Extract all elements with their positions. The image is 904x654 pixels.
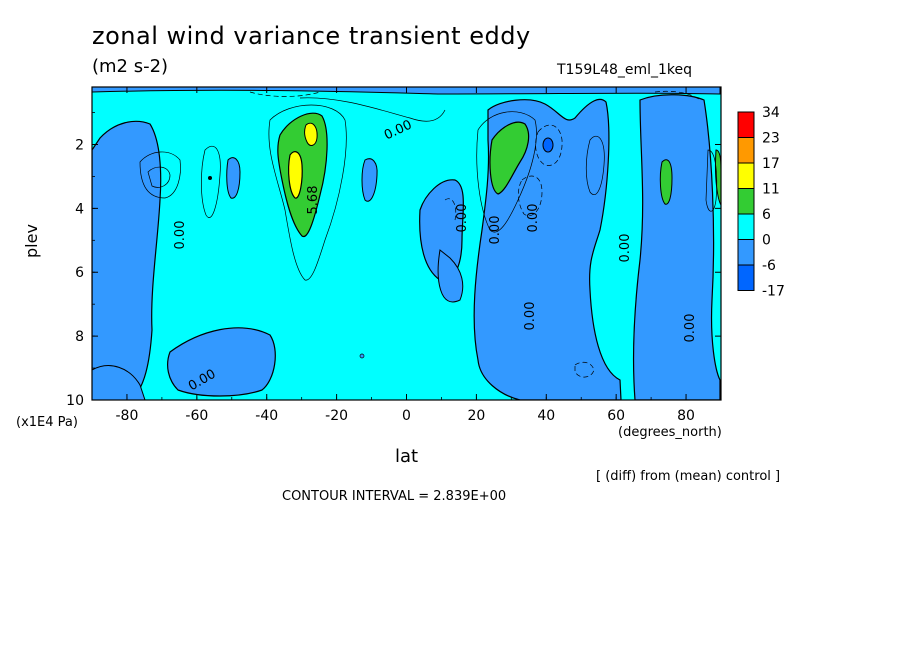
colorbar-cell bbox=[737, 111, 755, 138]
colorbar-label: -6 bbox=[762, 258, 776, 274]
negative-region-sh-polar bbox=[92, 120, 162, 400]
x-axis-label: lat bbox=[395, 446, 419, 467]
colorbar-label: 6 bbox=[762, 207, 771, 223]
y-axis-units: (x1E4 Pa) bbox=[16, 415, 78, 430]
x-axis: -80 -60 -40 -20 0 20 40 60 80 bbox=[91, 87, 722, 424]
y-tick-label: 8 bbox=[75, 329, 84, 345]
x-tick-label: 80 bbox=[677, 408, 695, 424]
thin-contours bbox=[139, 97, 718, 281]
x-tick-label: -60 bbox=[185, 408, 208, 424]
contour-interval: CONTOUR INTERVAL = 2.839E+00 bbox=[282, 489, 507, 504]
positive-core-yellow bbox=[288, 151, 303, 199]
x-tick-label: 60 bbox=[607, 408, 625, 424]
y-tick-label: 4 bbox=[75, 201, 84, 217]
x-tick-label: -40 bbox=[255, 408, 278, 424]
colorbar-label: 0 bbox=[762, 233, 771, 249]
colorbar-label: 23 bbox=[762, 131, 780, 147]
y-tick-label: 2 bbox=[75, 137, 84, 153]
colorbar-cell bbox=[737, 162, 755, 189]
colorbar: 34 23 17 11 6 0 -6 -17 bbox=[737, 105, 785, 300]
contour-dot bbox=[359, 353, 365, 359]
negative-region-nh-polar bbox=[633, 94, 721, 400]
positive-core-yellow-upper bbox=[304, 122, 318, 146]
chart-units: (m2 s-2) bbox=[92, 56, 169, 77]
strong-negative-core bbox=[542, 137, 554, 153]
x-tick-label: -20 bbox=[325, 408, 348, 424]
negative-region-nh-tropics-lower bbox=[437, 249, 464, 303]
contour-label: 0.00 bbox=[488, 216, 503, 245]
chart-title: zonal wind variance transient eddy bbox=[92, 22, 531, 50]
negative-region-sh-mid bbox=[226, 157, 241, 199]
negative-region-sh-surface bbox=[167, 327, 276, 397]
contour-label: 0.00 bbox=[683, 314, 698, 343]
x-tick-label: 0 bbox=[402, 408, 411, 424]
diff-note: [ (diff) from (mean) control ] bbox=[596, 469, 781, 484]
contour-label: 0.00 bbox=[173, 221, 188, 250]
colorbar-cell bbox=[737, 137, 755, 164]
y-tick-label: 6 bbox=[75, 265, 84, 281]
positive-region-nh-jet bbox=[489, 121, 530, 195]
colorbar-label: 11 bbox=[762, 182, 780, 198]
negative-region-nh-tropics bbox=[419, 179, 464, 282]
colorbar-label: -17 bbox=[762, 284, 785, 300]
contour-dot bbox=[208, 176, 212, 180]
contour-label: 0.00 bbox=[455, 204, 470, 233]
contour-label: 5.68 bbox=[306, 186, 321, 215]
x-tick-label: -80 bbox=[116, 408, 139, 424]
negative-region-subtropics bbox=[361, 158, 378, 202]
colorbar-cell bbox=[737, 213, 755, 240]
positive-region-nh-polar bbox=[659, 159, 673, 205]
positive-region-edge bbox=[715, 149, 721, 206]
negative-region-sh-corner bbox=[92, 365, 146, 400]
colorbar-cell bbox=[737, 188, 755, 215]
y-axis: 2 4 6 8 10 bbox=[66, 112, 721, 409]
contour-label: 0.00 bbox=[526, 204, 541, 233]
y-tick-label: 10 bbox=[66, 393, 84, 409]
dashed-contours bbox=[249, 90, 701, 378]
colorbar-cell bbox=[737, 239, 755, 266]
x-tick-label: 40 bbox=[537, 408, 555, 424]
contour-label: 0.00 bbox=[523, 302, 538, 331]
colorbar-cell bbox=[737, 264, 755, 291]
colorbar-label: 17 bbox=[762, 156, 780, 172]
plot-area bbox=[92, 87, 721, 400]
run-label: T159L48_eml_1keq bbox=[557, 62, 693, 78]
x-tick-label: 20 bbox=[467, 408, 485, 424]
x-axis-units: (degrees_north) bbox=[618, 425, 722, 440]
contour-label: 0.00 bbox=[618, 234, 633, 263]
colorbar-label: 34 bbox=[762, 105, 780, 121]
